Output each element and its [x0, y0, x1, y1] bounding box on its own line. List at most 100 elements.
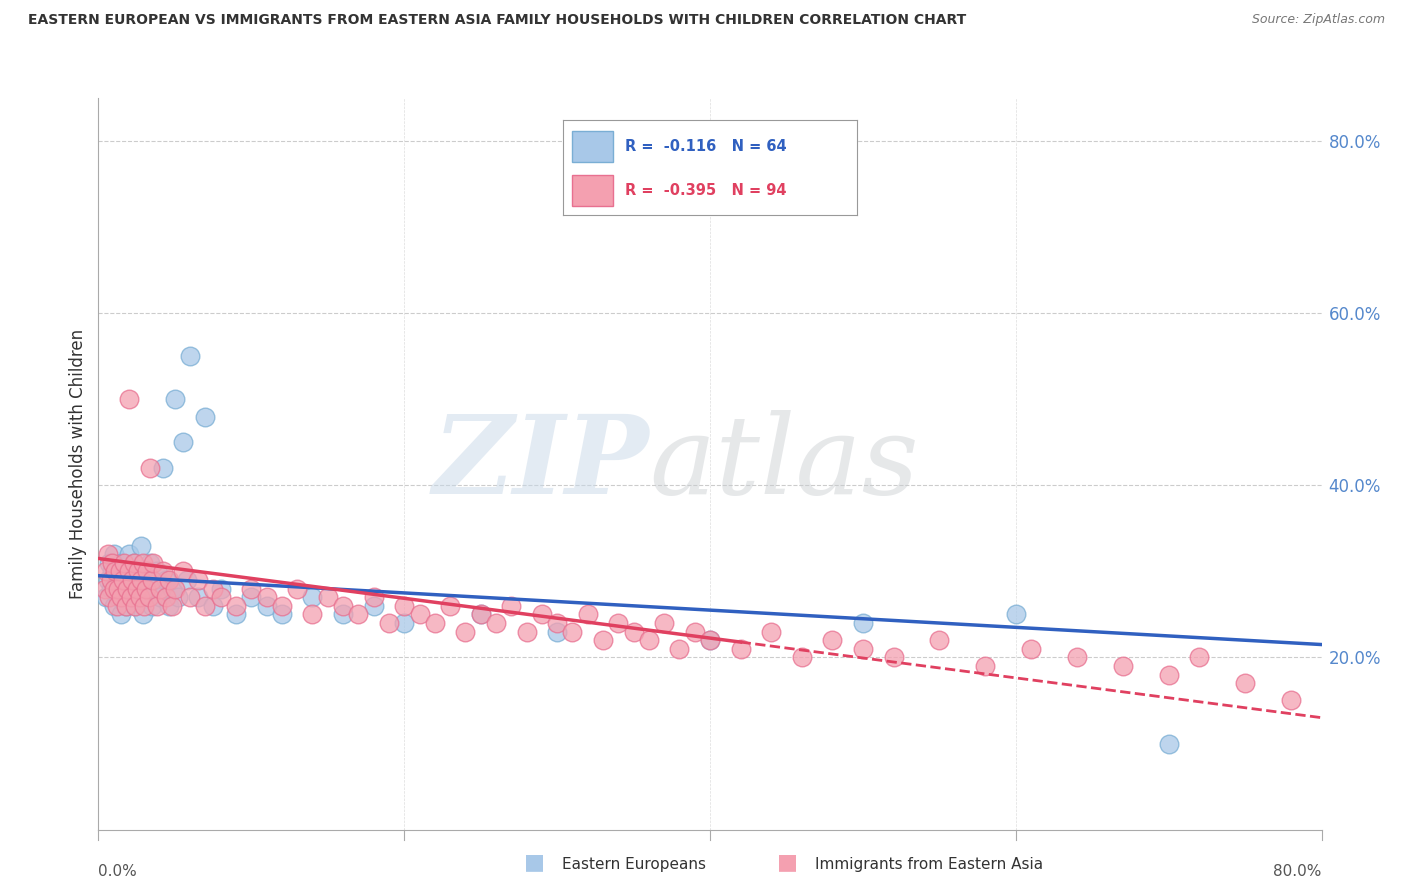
Point	[121, 573, 143, 587]
Bar	[572, 131, 613, 162]
Point	[100, 582, 122, 596]
Point	[439, 599, 461, 613]
Point	[97, 573, 120, 587]
Point	[107, 591, 129, 605]
Point	[142, 582, 165, 596]
Point	[121, 573, 143, 587]
Point	[1112, 659, 1135, 673]
Point	[160, 599, 183, 613]
Point	[974, 659, 997, 673]
Point	[1019, 641, 1042, 656]
Point	[134, 582, 156, 596]
Point	[202, 582, 225, 596]
Point	[561, 624, 583, 639]
Point	[179, 591, 201, 605]
Text: 0.0%: 0.0%	[98, 864, 138, 879]
Point	[332, 607, 354, 622]
Point	[683, 624, 706, 639]
Text: 80.0%: 80.0%	[1274, 864, 1322, 879]
Point	[256, 591, 278, 605]
Point	[135, 565, 157, 579]
Point	[103, 547, 125, 561]
Point	[363, 591, 385, 605]
Point	[576, 607, 599, 622]
Point	[149, 582, 172, 596]
Point	[378, 615, 401, 630]
Point	[301, 607, 323, 622]
Point	[1279, 693, 1302, 707]
Point	[363, 599, 385, 613]
Point	[93, 582, 115, 596]
Point	[347, 607, 370, 622]
Point	[129, 573, 152, 587]
Point	[730, 641, 752, 656]
Point	[98, 591, 121, 605]
Point	[301, 591, 323, 605]
Y-axis label: Family Households with Children: Family Households with Children	[69, 329, 87, 599]
Point	[124, 599, 146, 613]
Point	[101, 565, 124, 579]
Point	[135, 582, 157, 596]
Point	[94, 565, 117, 579]
Point	[155, 573, 177, 587]
Point	[132, 607, 155, 622]
Point	[1188, 650, 1211, 665]
Point	[155, 591, 177, 605]
Point	[392, 599, 416, 613]
Point	[172, 435, 194, 450]
Text: ZIP: ZIP	[432, 410, 650, 517]
Point	[256, 599, 278, 613]
Point	[699, 633, 721, 648]
Point	[118, 565, 141, 579]
Point	[134, 599, 156, 613]
Point	[759, 624, 782, 639]
Point	[94, 591, 117, 605]
Point	[652, 615, 675, 630]
Point	[138, 591, 160, 605]
Point	[392, 615, 416, 630]
Point	[202, 599, 225, 613]
Point	[501, 599, 523, 613]
Point	[546, 624, 568, 639]
Point	[637, 633, 661, 648]
Text: ■: ■	[778, 853, 797, 872]
Text: Immigrants from Eastern Asia: Immigrants from Eastern Asia	[815, 857, 1043, 872]
Point	[105, 565, 128, 579]
Point	[592, 633, 614, 648]
Point	[623, 624, 645, 639]
Point	[1004, 607, 1026, 622]
Point	[225, 599, 247, 613]
Point	[172, 565, 194, 579]
Point	[124, 599, 146, 613]
Text: R =  -0.395   N = 94: R = -0.395 N = 94	[624, 183, 786, 198]
Point	[530, 607, 553, 622]
Point	[187, 573, 209, 587]
Point	[607, 615, 630, 630]
Point	[115, 599, 138, 613]
Point	[105, 599, 128, 613]
Point	[122, 556, 145, 570]
Point	[152, 461, 174, 475]
Point	[103, 582, 125, 596]
Point	[187, 591, 209, 605]
Point	[928, 633, 950, 648]
Point	[883, 650, 905, 665]
Point	[176, 573, 198, 587]
Point	[108, 565, 131, 579]
Point	[97, 547, 120, 561]
Point	[157, 573, 180, 587]
Point	[1234, 676, 1257, 690]
Point	[104, 582, 127, 596]
Point	[108, 573, 131, 587]
Point	[423, 615, 446, 630]
Point	[194, 409, 217, 424]
Point	[149, 591, 172, 605]
Point	[118, 565, 141, 579]
Point	[157, 599, 180, 613]
Point	[270, 599, 292, 613]
Point	[485, 615, 508, 630]
Point	[120, 591, 142, 605]
Point	[138, 573, 160, 587]
Point	[139, 461, 162, 475]
Point	[129, 539, 152, 553]
